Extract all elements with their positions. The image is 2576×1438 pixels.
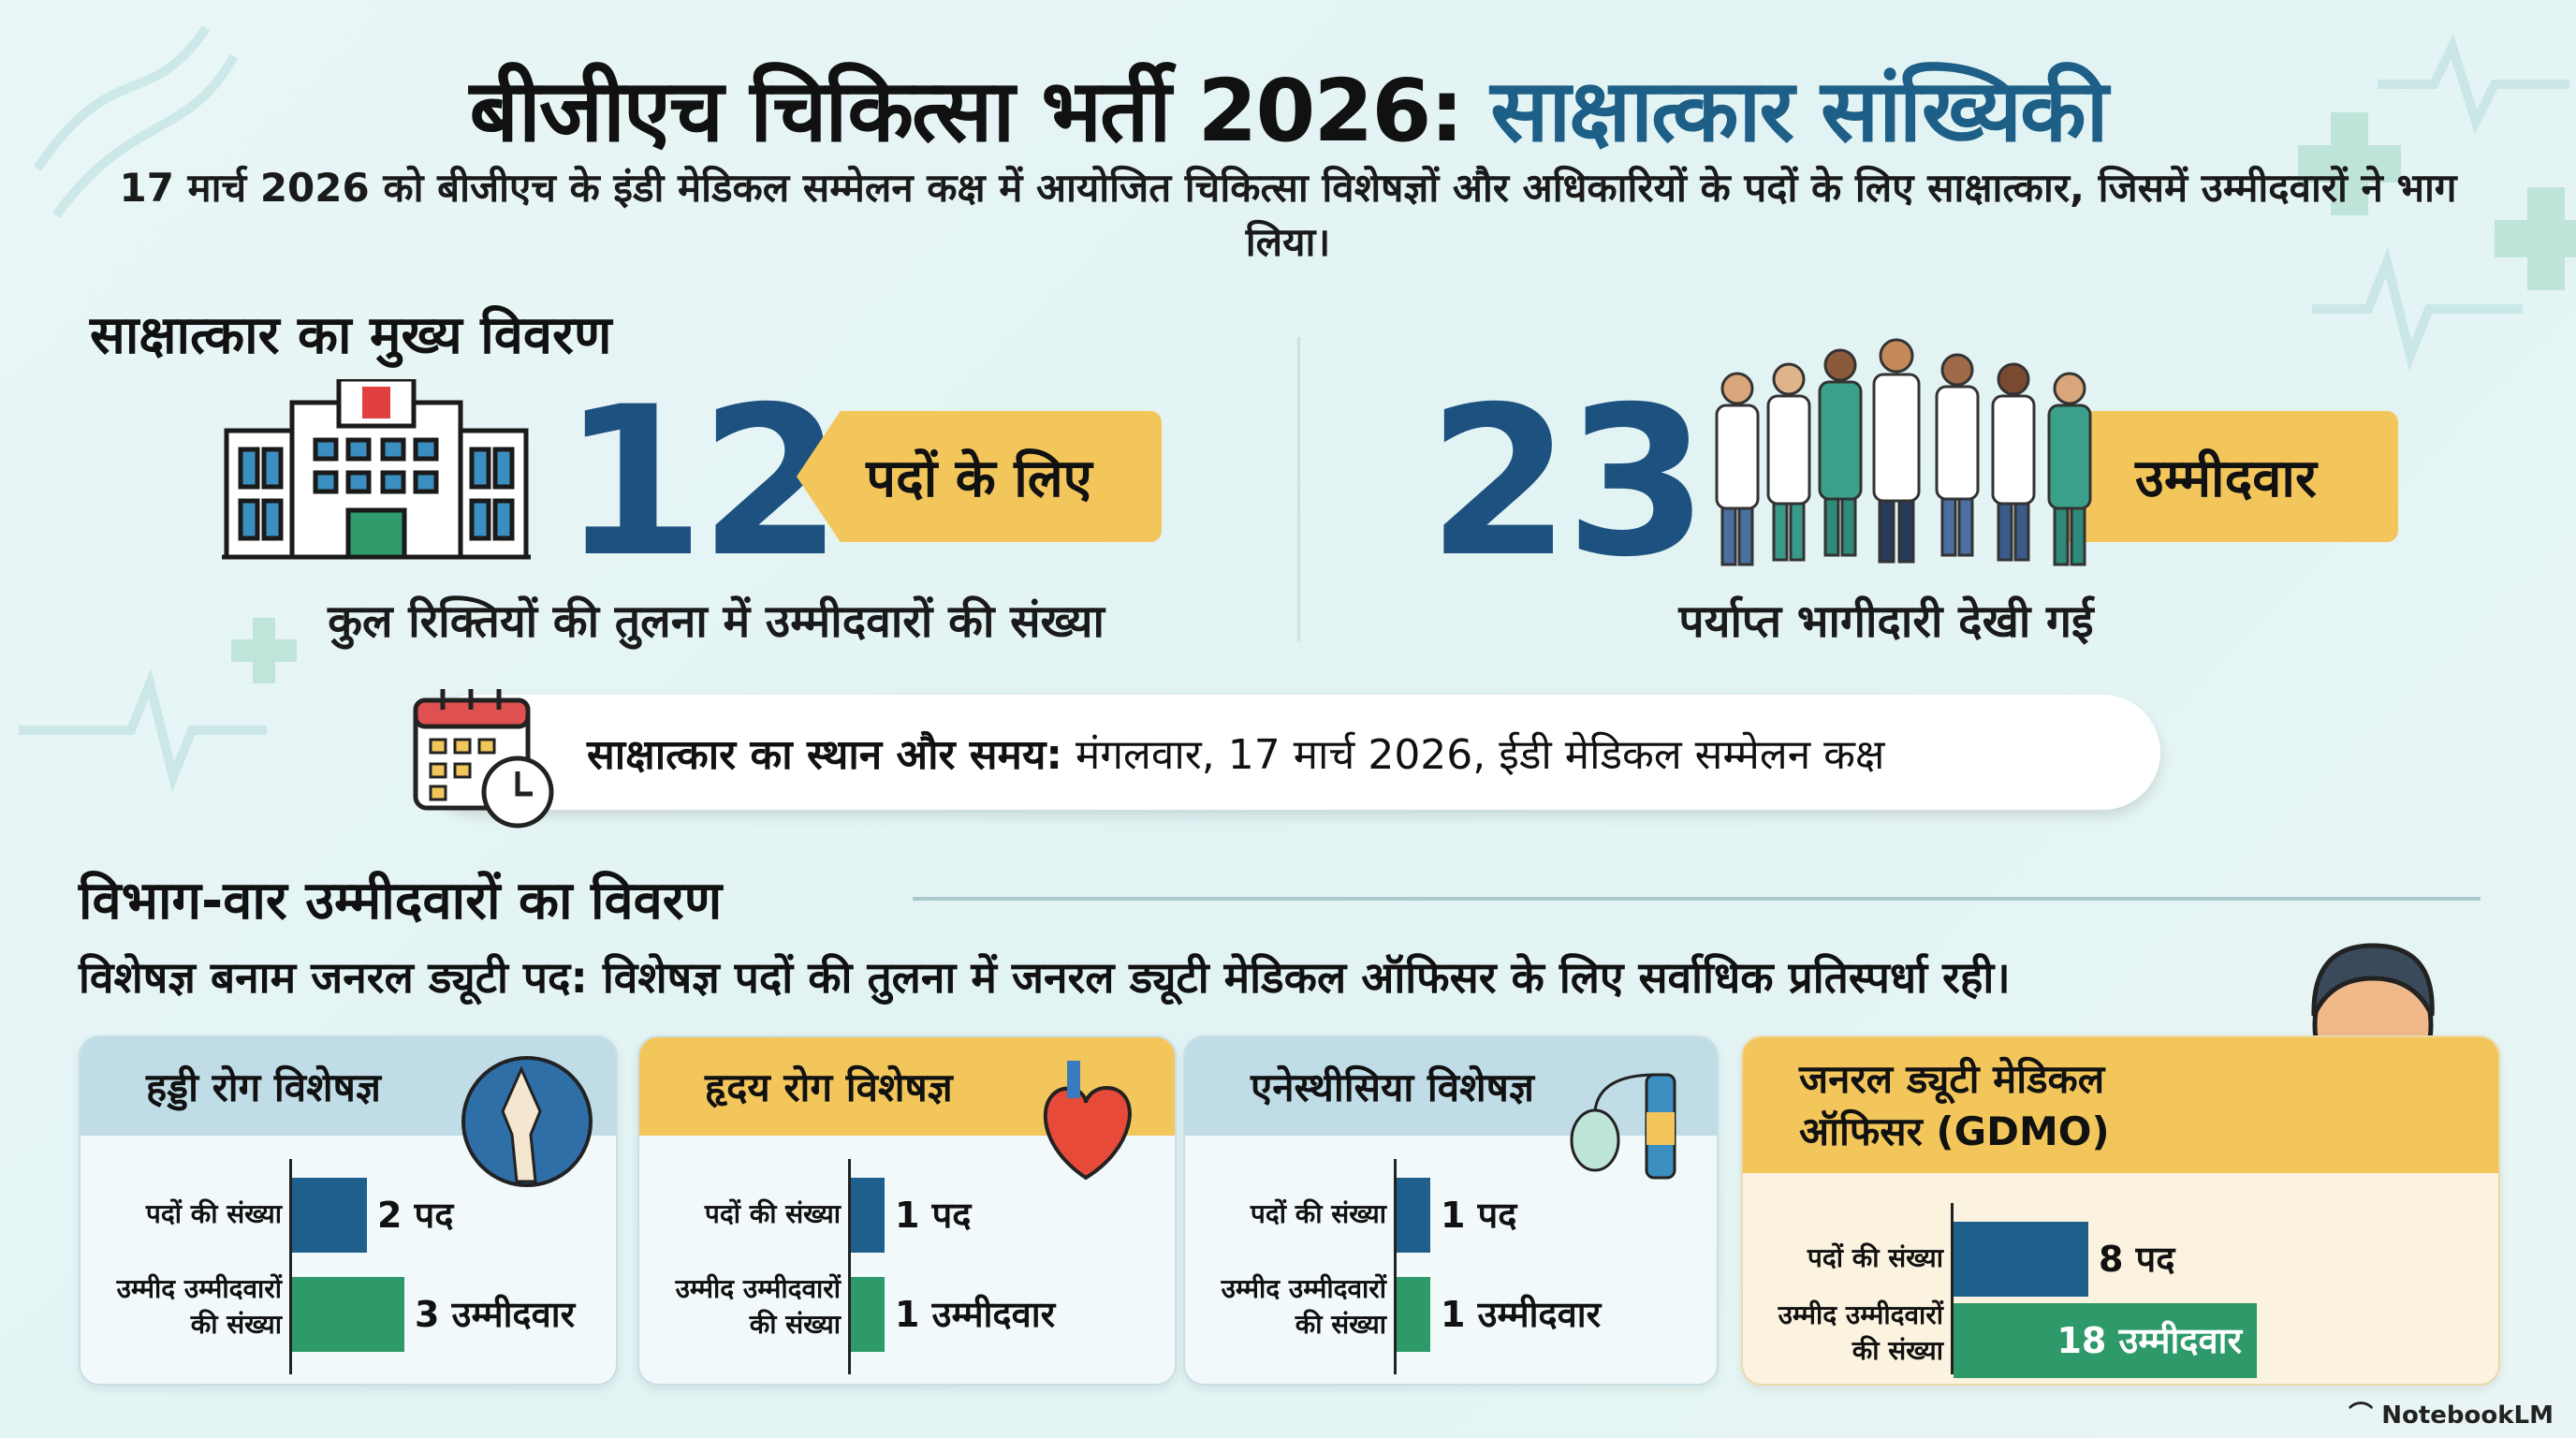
department-card: हड्डी रोग विशेषज्ञ पदों की संख्या 2 पद उ… [79,1035,618,1386]
posts-tag: पदों के लिए [797,411,1162,542]
calendar-clock-icon [413,689,554,829]
candidates-value: 18 उम्मीदवार [2056,1320,2242,1361]
card-header: एनेस्थीसिया विशेषज्ञ [1185,1037,1717,1136]
chart-axis [848,1159,851,1374]
candidates-label: उम्मीद उम्मीदवारों की संख्या [80,1271,282,1343]
heart-icon [1020,1056,1151,1187]
candidates-label: उम्मीद उम्मीदवारों की संख्या [1185,1271,1386,1343]
candidates-label-line2: की संख्या [1852,1335,1943,1366]
posts-bar [851,1178,885,1253]
candidates-caption: पर्याप्त भागीदारी देखी गई [1678,595,2094,648]
watermark-text: NotebookLM [2381,1401,2554,1430]
candidates-label-line1: उम्मीद उम्मीदवारों [1221,1273,1386,1304]
candidates-label-line2: की संख्या [190,1309,282,1340]
departments-subtitle: विशेषज्ञ बनाम जनरल ड्यूटी पद: विशेषज्ञ प… [79,952,2011,1003]
candidates-label: उम्मीद उम्मीदवारों की संख्या [1743,1298,1943,1369]
candidates-value: 1 उम्मीदवार [895,1294,1056,1335]
notebooklm-watermark: ⌒ NotebookLM [2349,1401,2554,1430]
card-title: हड्डी रोग विशेषज्ञ [146,1064,381,1110]
candidates-bar [1954,1303,2257,1378]
posts-caption: कुल रिक्तियों की तुलना में उम्मीदवारों क… [328,595,1105,648]
posts-label: पदों की संख्या [145,1198,282,1229]
posts-count: 12 [562,362,842,602]
posts-bar [1954,1221,2088,1297]
posts-label: पदों की संख्या [1250,1198,1386,1229]
page-title: बीजीएच चिकित्सा भर्ती 2026: साक्षात्कार … [0,49,2576,166]
departments-heading: विभाग-वार उम्मीदवारों का विवरण [79,871,723,932]
dna-icon [33,25,211,171]
candidates-value: 3 उम्मीदवार [415,1294,576,1335]
card-title-line2: ऑफिसर (GDMO) [1799,1108,2110,1154]
department-card: हृदय रोग विशेषज्ञ पदों की संख्या 1 पद उम… [637,1035,1177,1386]
page-subtitle: 17 मार्च 2026 को बीजीएच के इंडी मेडिकल स… [119,165,2457,265]
venue-label: साक्षात्कार का स्थान और समय: [587,730,1062,779]
card-title: हृदय रोग विशेषज्ञ [705,1064,953,1110]
candidates-bar [1397,1277,1430,1352]
card-title: एनेस्थीसिया विशेषज्ञ [1251,1064,1534,1110]
venue-value: मंगलवार, 17 मार्च 2026, ईडी मेडिकल सम्मे… [1075,730,1885,779]
candidates-bar [851,1277,885,1352]
chart-axis [289,1159,292,1374]
department-card: एनेस्थीसिया विशेषज्ञ पदों की संख्या 1 पद… [1183,1035,1719,1386]
posts-label: पदों की संख्या [704,1198,841,1229]
card-header: जनरल ड्यूटी मेडिकल ऑफिसर (GDMO) [1743,1037,2498,1173]
candidates-value: 1 उम्मीदवार [1441,1294,1602,1335]
posts-value: 1 पद [1441,1195,1517,1236]
candidates-label-line1: उम्मीद उम्मीदवारों [1778,1299,1943,1330]
candidates-label-line2: की संख्या [1295,1309,1386,1340]
candidates-label-line1: उम्मीद उम्मीदवारों [116,1273,282,1304]
chart-axis [1951,1202,1954,1374]
overview-heading: साक्षात्कार का मुख्य विवरण [90,305,612,366]
oxygen-mask-icon [1562,1056,1693,1187]
knee-joint-icon [461,1056,593,1187]
card-title-line1: जनरल ड्यूटी मेडिकल [1799,1055,2105,1102]
posts-value: 8 पद [2099,1238,2175,1280]
department-card: जनरल ड्यूटी मेडिकल ऑफिसर (GDMO) पदों की स… [1741,1035,2500,1386]
posts-bar [1397,1178,1430,1253]
doctors-group-icon [1715,338,2092,566]
venue-info: साक्षात्कार का स्थान और समय: मंगलवार, 17… [418,695,2160,810]
title-main: बीजीएच चिकित्सा भर्ती 2026: [469,61,1464,161]
candidates-bar [292,1277,404,1352]
title-accent: साक्षात्कार सांख्यिकी [1490,61,2108,161]
candidates-label: उम्मीद उम्मीदवारों की संख्या [639,1271,841,1343]
candidates-count: 23 [1427,362,1708,602]
divider [1297,337,1300,641]
chart-axis [1394,1159,1397,1374]
posts-value: 2 पद [377,1195,454,1236]
candidates-tag: उम्मीदवार [2054,411,2398,542]
candidates-label-line1: उम्मीद उम्मीदवारों [675,1273,841,1304]
posts-value: 1 पद [895,1195,972,1236]
hospital-icon [222,379,531,560]
posts-label: पदों की संख्या [1807,1241,1943,1273]
candidates-label-line2: की संख्या [749,1309,841,1340]
posts-bar [292,1178,367,1253]
heading-rule [913,897,2481,901]
